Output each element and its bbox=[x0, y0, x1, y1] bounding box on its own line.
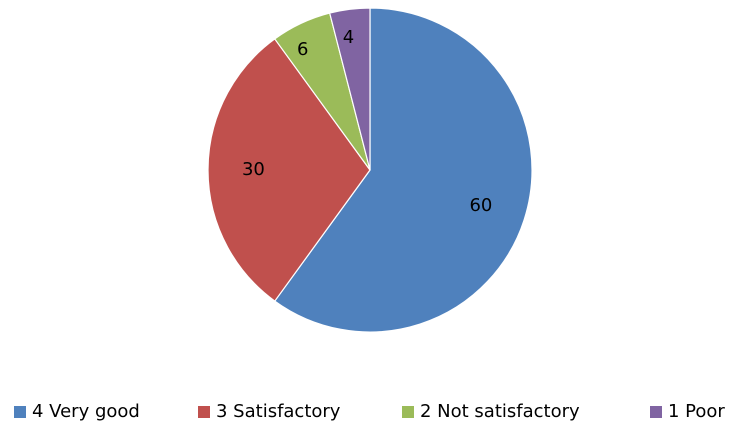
legend-item-3: 2 Not satisfactory bbox=[402, 401, 580, 422]
pie-slice-4 bbox=[328, 7, 371, 171]
legend-item-2: 3 Satisfactory bbox=[198, 401, 341, 422]
legend-label-3: 2 Not satisfactory bbox=[420, 401, 580, 422]
pie-data-labels: 60 30 6 4 bbox=[242, 27, 492, 216]
data-label-4: 4 bbox=[343, 27, 354, 48]
legend-swatch-4 bbox=[650, 406, 662, 418]
pie-slice-2 bbox=[207, 38, 371, 302]
data-label-2: 30 bbox=[242, 159, 265, 180]
legend-label-2: 3 Satisfactory bbox=[216, 401, 341, 422]
pie-slice-1 bbox=[273, 7, 533, 333]
legend-swatch-3 bbox=[402, 406, 414, 418]
legend-item-4: 1 Poor bbox=[650, 401, 725, 422]
legend-label-1: 4 Very good bbox=[32, 401, 140, 422]
data-label-3: 6 bbox=[297, 39, 308, 60]
legend-swatch-1 bbox=[14, 406, 26, 418]
data-label-1: 60 bbox=[469, 195, 492, 216]
chart-legend: 4 Very good 3 Satisfactory 2 Not satisfact… bbox=[14, 401, 725, 422]
legend-item-1: 4 Very good bbox=[14, 401, 140, 422]
legend-swatch-2 bbox=[198, 406, 210, 418]
legend-label-4: 1 Poor bbox=[668, 401, 725, 422]
pie-slices bbox=[207, 7, 533, 333]
